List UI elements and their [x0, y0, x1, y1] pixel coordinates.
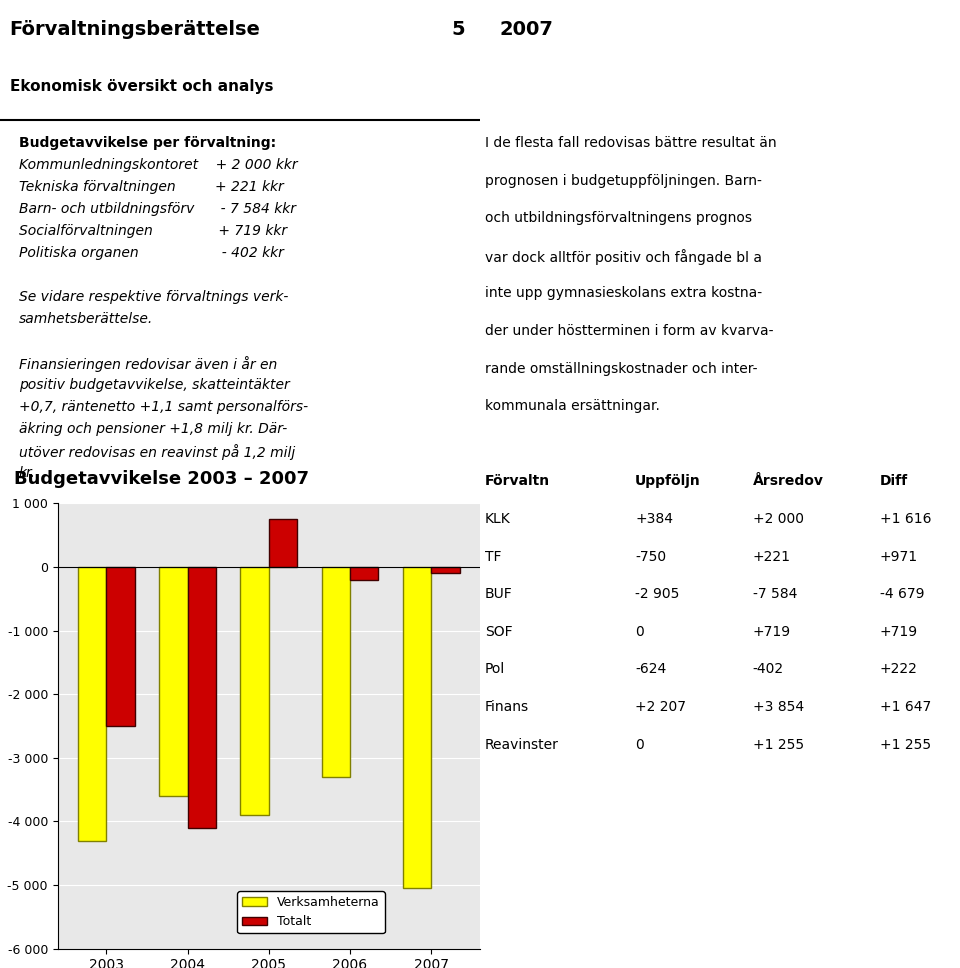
- Text: +222: +222: [879, 662, 918, 677]
- Text: Förvaltn: Förvaltn: [485, 474, 550, 489]
- Text: +971: +971: [879, 550, 918, 563]
- Text: 0: 0: [636, 738, 644, 752]
- Text: Budgetavvikelse per förvaltning:: Budgetavvikelse per förvaltning:: [18, 136, 276, 150]
- Text: Se vidare respektive förvaltnings verk-: Se vidare respektive förvaltnings verk-: [18, 290, 288, 304]
- Text: +719: +719: [753, 625, 791, 639]
- Text: TF: TF: [485, 550, 501, 563]
- Text: +1 647: +1 647: [879, 700, 931, 714]
- Text: +719: +719: [879, 625, 918, 639]
- Text: prognosen i budgetuppföljningen. Barn-: prognosen i budgetuppföljningen. Barn-: [485, 173, 761, 188]
- Text: Kommunledningskontoret    + 2 000 kkr: Kommunledningskontoret + 2 000 kkr: [18, 158, 298, 172]
- Text: kommunala ersättningar.: kommunala ersättningar.: [485, 399, 660, 413]
- Text: Årsredov: Årsredov: [753, 474, 824, 489]
- Bar: [240, 567, 269, 815]
- Bar: [269, 519, 298, 567]
- Text: positiv budgetavvikelse, skatteintäkter: positiv budgetavvikelse, skatteintäkter: [18, 378, 289, 392]
- Text: och utbildningsförvaltningens prognos: och utbildningsförvaltningens prognos: [485, 211, 752, 226]
- Text: rande omställningskostnader och inter-: rande omställningskostnader och inter-: [485, 362, 757, 376]
- Text: +2 207: +2 207: [636, 700, 686, 714]
- Text: Diff: Diff: [879, 474, 908, 489]
- Text: +2 000: +2 000: [753, 512, 804, 526]
- Text: Pol: Pol: [485, 662, 505, 677]
- Text: Socialförvaltningen               + 719 kkr: Socialförvaltningen + 719 kkr: [18, 224, 287, 238]
- Bar: [322, 567, 350, 777]
- Text: utöver redovisas en reavinst på 1,2 milj: utöver redovisas en reavinst på 1,2 milj: [18, 444, 295, 460]
- Text: +1 616: +1 616: [879, 512, 931, 526]
- Text: KLK: KLK: [485, 512, 511, 526]
- Text: SOF: SOF: [485, 625, 513, 639]
- Bar: [431, 567, 460, 573]
- Bar: [78, 567, 107, 840]
- Text: I de flesta fall redovisas bättre resultat än: I de flesta fall redovisas bättre result…: [485, 136, 777, 150]
- Text: +0,7, räntenetto +1,1 samt personalförs-: +0,7, räntenetto +1,1 samt personalförs-: [18, 400, 308, 414]
- Text: -7 584: -7 584: [753, 588, 797, 601]
- Text: Barn- och utbildningsförv      - 7 584 kkr: Barn- och utbildningsförv - 7 584 kkr: [18, 202, 296, 216]
- Text: -2 905: -2 905: [636, 588, 680, 601]
- Legend: Verksamheterna, Totalt: Verksamheterna, Totalt: [237, 892, 385, 933]
- Text: Finans: Finans: [485, 700, 529, 714]
- Text: 5: 5: [451, 20, 465, 40]
- Text: +1 255: +1 255: [753, 738, 804, 752]
- Text: inte upp gymnasieskolans extra kostna-: inte upp gymnasieskolans extra kostna-: [485, 287, 762, 300]
- Text: 0: 0: [636, 625, 644, 639]
- Text: +1 255: +1 255: [879, 738, 931, 752]
- Text: samhetsberättelse.: samhetsberättelse.: [18, 312, 153, 326]
- Bar: [403, 567, 431, 889]
- Bar: [159, 567, 187, 796]
- Text: Reavinster: Reavinster: [485, 738, 559, 752]
- Text: +384: +384: [636, 512, 673, 526]
- Text: -624: -624: [636, 662, 666, 677]
- Text: der under höstterminen i form av kvarva-: der under höstterminen i form av kvarva-: [485, 324, 773, 338]
- Text: -750: -750: [636, 550, 666, 563]
- Text: BUF: BUF: [485, 588, 513, 601]
- Text: +221: +221: [753, 550, 791, 563]
- Bar: [107, 567, 134, 726]
- Text: Tekniska förvaltningen         + 221 kkr: Tekniska förvaltningen + 221 kkr: [18, 180, 283, 194]
- Text: Förvaltningsberättelse: Förvaltningsberättelse: [10, 20, 260, 40]
- Text: -4 679: -4 679: [879, 588, 924, 601]
- Text: Uppföljn: Uppföljn: [636, 474, 701, 489]
- Text: +3 854: +3 854: [753, 700, 804, 714]
- Text: Budgetavvikelse 2003 – 2007: Budgetavvikelse 2003 – 2007: [14, 470, 309, 488]
- Text: -402: -402: [753, 662, 784, 677]
- Text: äkring och pensioner +1,8 milj kr. Där-: äkring och pensioner +1,8 milj kr. Där-: [18, 422, 287, 437]
- Text: var dock alltför positiv och fångade bl a: var dock alltför positiv och fångade bl …: [485, 249, 761, 265]
- Text: Ekonomisk översikt och analys: Ekonomisk översikt och analys: [10, 79, 273, 94]
- Text: Politiska organen                   - 402 kkr: Politiska organen - 402 kkr: [18, 246, 283, 260]
- Bar: [187, 567, 216, 828]
- Bar: [350, 567, 378, 580]
- Text: 2007: 2007: [499, 20, 553, 40]
- Text: Finansieringen redovisar även i år en: Finansieringen redovisar även i år en: [18, 356, 276, 372]
- Text: kr.: kr.: [18, 467, 36, 480]
